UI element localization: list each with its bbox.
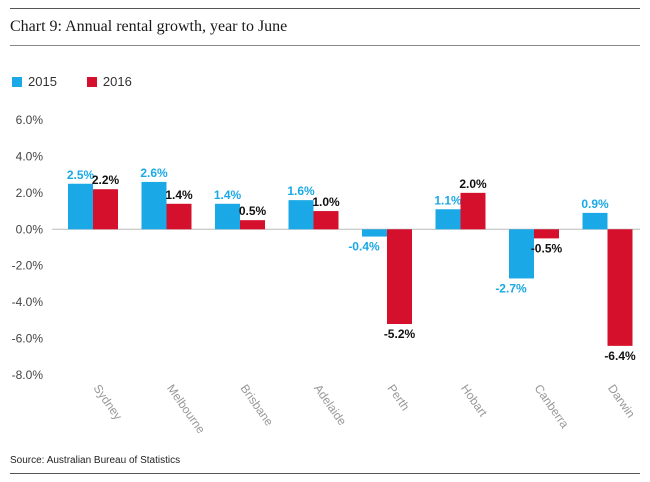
x-tick-label: Sydney (91, 382, 125, 423)
x-tick-label: Melbourne (164, 382, 208, 437)
bar-canberra-2015 (509, 229, 534, 279)
bar-perth-2016 (387, 229, 412, 324)
data-label-adelaide-2015: 1.6% (287, 184, 315, 198)
chart-title: Chart 9: Annual rental growth, year to J… (10, 18, 288, 35)
y-tick-label: -6.0% (12, 332, 44, 346)
bar-sydney-2016 (93, 189, 118, 230)
data-label-adelaide-2016: 1.0% (312, 195, 340, 209)
data-label-sydney-2016: 2.2% (92, 173, 120, 187)
legend-item-2015: 2015 (12, 74, 57, 89)
bar-brisbane-2016 (240, 220, 265, 230)
x-tick-label: Darwin (605, 382, 638, 421)
data-label-darwin-2016: -6.4% (604, 349, 636, 363)
data-label-brisbane-2015: 1.4% (214, 188, 242, 202)
x-tick-label: Canberra (532, 382, 572, 431)
legend: 2015 2016 (12, 74, 162, 89)
data-label-perth-2015: -0.4% (348, 240, 380, 254)
x-tick-label: Brisbane (238, 382, 277, 429)
legend-item-2016: 2016 (86, 74, 132, 89)
bar-hobart-2015 (435, 209, 461, 230)
bottom-rule (10, 473, 640, 474)
x-tick-label: Perth (385, 382, 413, 414)
legend-swatch-2016 (86, 76, 97, 87)
y-tick-label: 4.0% (16, 149, 44, 163)
y-tick-label: -4.0% (12, 295, 44, 309)
top-rule (10, 8, 640, 9)
bar-melbourne-2015 (141, 181, 167, 230)
bar-darwin-2015 (582, 212, 608, 230)
bar-hobart-2016 (460, 192, 486, 230)
data-label-sydney-2015: 2.5% (67, 168, 95, 182)
source-note: Source: Australian Bureau of Statistics (10, 455, 181, 466)
data-label-canberra-2015: -2.7% (495, 281, 527, 295)
title-rule (10, 45, 640, 46)
bar-melbourne-2016 (166, 203, 192, 230)
bar-adelaide-2016 (313, 211, 339, 230)
data-label-perth-2016: -5.2% (384, 327, 416, 341)
data-label-hobart-2015: 1.1% (434, 193, 462, 207)
data-label-canberra-2016: -0.5% (531, 241, 563, 255)
bar-sydney-2015 (68, 183, 93, 230)
bar-darwin-2016 (607, 229, 633, 346)
data-label-melbourne-2015: 2.6% (140, 166, 168, 180)
data-label-hobart-2016: 2.0% (459, 177, 487, 191)
data-label-darwin-2015: 0.9% (581, 197, 609, 211)
bar-adelaide-2015 (288, 200, 314, 230)
x-tick-label: Hobart (458, 382, 491, 420)
y-tick-label: 2.0% (16, 186, 44, 200)
y-tick-label: -2.0% (12, 259, 44, 273)
y-tick-label: 0.0% (16, 222, 44, 236)
bar-brisbane-2015 (215, 203, 240, 230)
bar-canberra-2016 (534, 229, 559, 239)
x-tick-label: Adelaide (311, 382, 349, 429)
data-label-melbourne-2016: 1.4% (165, 188, 193, 202)
y-tick-label: 6.0% (16, 113, 44, 127)
legend-label-2015: 2015 (28, 74, 57, 89)
data-label-brisbane-2016: 0.5% (239, 204, 267, 218)
bar-perth-2015 (362, 229, 387, 237)
legend-swatch-2015 (12, 76, 22, 87)
legend-label-2016: 2016 (102, 74, 132, 89)
y-tick-label: -8.0% (12, 368, 44, 382)
